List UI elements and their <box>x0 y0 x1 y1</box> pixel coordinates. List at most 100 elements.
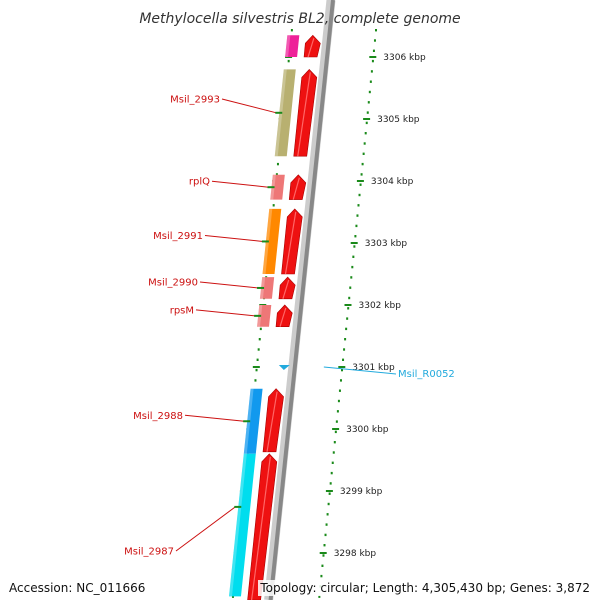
gene-label: Msil_2987 <box>124 547 174 558</box>
outer-ring-dot <box>367 101 370 104</box>
backbone-line <box>268 0 335 600</box>
cds-arrow-highlight <box>279 307 287 327</box>
cds-arrow-highlight <box>251 456 271 600</box>
inner-ring-dot <box>257 348 260 351</box>
outer-ring-dot <box>358 193 361 197</box>
cds-arrow <box>288 174 307 200</box>
outer-ring-dot <box>349 286 352 289</box>
outer-ring-dot <box>326 513 329 516</box>
outer-ring-dot <box>365 121 368 125</box>
inner-ring-dot <box>255 368 258 372</box>
outer-ring-dot <box>361 162 364 166</box>
outer-ring-dot <box>346 317 349 320</box>
outer-ring-dot <box>327 502 330 506</box>
cds-arrow <box>293 68 318 157</box>
feature-block <box>257 305 272 327</box>
outer-ring-dot <box>359 183 362 186</box>
inner-ring-dot <box>287 59 290 63</box>
outer-ring-dot <box>350 276 353 279</box>
cds-arrow <box>278 276 296 300</box>
outer-ring-dot <box>339 379 342 382</box>
inner-ring-dot <box>254 379 257 382</box>
outer-ring-dot <box>373 39 376 42</box>
tick-label: 3306 kbp <box>383 53 426 63</box>
outer-ring-dot <box>318 595 321 598</box>
label-leader-line <box>184 414 245 422</box>
tick-label: 3299 kbp <box>340 487 383 497</box>
map-title: Methylocella silvestris BL2, complete ge… <box>139 11 460 27</box>
tick-label: 3303 kbp <box>365 239 408 249</box>
tick-label: 3305 kbp <box>377 115 420 125</box>
outer-ring-dot <box>343 348 346 351</box>
cds-arrow-highlight <box>282 279 290 299</box>
tick-label: 3298 kbp <box>334 549 377 559</box>
outer-ring-dot <box>371 59 374 63</box>
outer-ring-dot <box>347 307 350 310</box>
feature-block <box>270 174 285 200</box>
gene-label: rpsM <box>170 305 194 316</box>
outer-ring-dot <box>364 132 367 135</box>
cds-arrow <box>303 34 321 58</box>
outer-ring-dot <box>324 533 327 537</box>
outer-ring-dot <box>351 265 354 269</box>
backbone <box>264 0 336 600</box>
outer-ring-dot <box>341 368 344 372</box>
outer-ring-dot <box>354 235 357 238</box>
tick-label: 3302 kbp <box>359 301 402 311</box>
inner-ring-dot <box>272 204 275 207</box>
gene-label: Msil_2993 <box>170 95 220 106</box>
label-leader-line <box>199 281 259 289</box>
outer-ring-dot <box>333 441 336 444</box>
feature-block-highlight <box>228 453 247 597</box>
feature-block <box>228 453 256 597</box>
cds-arrow <box>275 304 293 328</box>
cds-arrow-highlight <box>266 391 278 452</box>
outer-ring-dot <box>322 554 325 557</box>
outer-ring-dot <box>337 399 340 403</box>
inner-ring-dot <box>258 338 261 341</box>
feature-block-highlight <box>285 35 291 57</box>
outer-ring-dot <box>369 80 372 83</box>
gene-label: Msil_2990 <box>148 277 198 288</box>
outer-ring-dot <box>320 574 323 578</box>
outer-ring-dot <box>342 358 345 361</box>
outer-ring-dot <box>334 430 337 434</box>
outer-ring-dot <box>356 214 359 217</box>
outer-ring-dot <box>353 245 356 248</box>
outer-ring-dot <box>321 564 324 567</box>
outer-ring-dot <box>325 523 328 526</box>
outer-ring-dot <box>348 296 351 300</box>
outer-ring-dot <box>362 152 365 155</box>
outer-ring-dot <box>360 173 363 176</box>
outer-ring-dot <box>344 338 347 341</box>
label-leader-line <box>175 506 236 552</box>
cds-arrow-highlight <box>297 72 311 157</box>
outer-ring-dot <box>328 492 331 495</box>
feature-labels: Msil_2993 rplQ Msil_2991 Msil_2990 rpsM Msil_… <box>124 95 455 558</box>
outer-ring-dot <box>329 482 332 485</box>
outer-ring-dot <box>323 544 326 547</box>
inner-ring-dot <box>231 595 234 598</box>
inner-ring-dot <box>275 173 278 176</box>
outer-ring-dot <box>372 49 375 52</box>
label-leader-line <box>221 98 277 114</box>
outer-ring-dot <box>370 70 373 73</box>
outer-ring-dot <box>352 255 355 258</box>
inner-ring-dot <box>290 29 293 32</box>
rna-leader-line <box>323 366 397 375</box>
feature-block <box>259 277 275 299</box>
outer-ring-dot <box>375 29 377 32</box>
gene-label: Msil_2988 <box>133 411 183 422</box>
outer-ring-dot <box>368 90 371 94</box>
outer-ring-dot <box>357 204 360 207</box>
inner-ring-dot <box>259 327 262 331</box>
feature-block <box>262 208 282 274</box>
cds-arrow <box>281 208 303 275</box>
outer-ring-dot <box>338 389 341 392</box>
outer-ring-dot <box>335 420 338 423</box>
outer-ring-dot <box>330 471 333 475</box>
outer-ring-dot <box>332 451 335 454</box>
cds-arrow-highlight <box>284 211 297 275</box>
genome-summary: Topology: circular; Length: 4,305,430 bp… <box>258 580 592 596</box>
